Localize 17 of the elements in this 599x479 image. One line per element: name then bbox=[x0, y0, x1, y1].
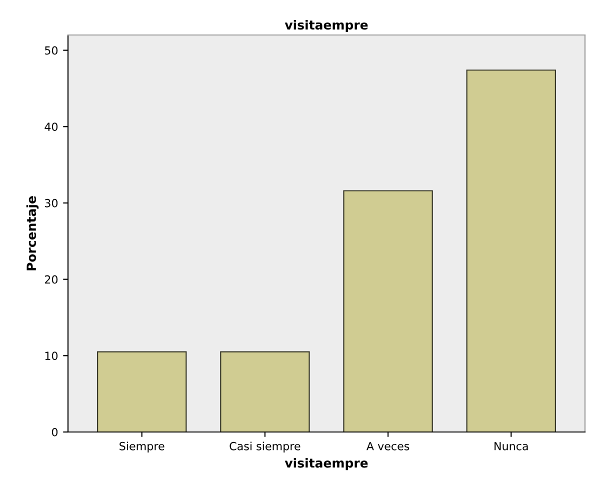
y-axis-title: Porcentaje bbox=[26, 196, 39, 270]
y-tick-label: 0 bbox=[52, 428, 58, 436]
bar bbox=[466, 70, 556, 432]
x-tick-label: Nunca bbox=[494, 442, 528, 450]
y-tick-label: 10 bbox=[45, 352, 58, 360]
x-tick-label: Casi siempre bbox=[230, 442, 300, 452]
bar bbox=[96, 351, 187, 432]
x-axis-title: visitaempre bbox=[284, 458, 368, 470]
y-tick-label: 20 bbox=[44, 275, 58, 284]
y-tick-label: 30 bbox=[44, 198, 58, 208]
y-tick-label: 40 bbox=[44, 122, 58, 131]
bar bbox=[343, 190, 433, 432]
x-tick-label: A veces bbox=[366, 442, 410, 450]
bar bbox=[220, 351, 310, 432]
chart-title: visitaempre bbox=[284, 20, 368, 32]
y-tick-label: 50 bbox=[44, 46, 58, 55]
x-tick-label: Siempre bbox=[120, 442, 164, 452]
